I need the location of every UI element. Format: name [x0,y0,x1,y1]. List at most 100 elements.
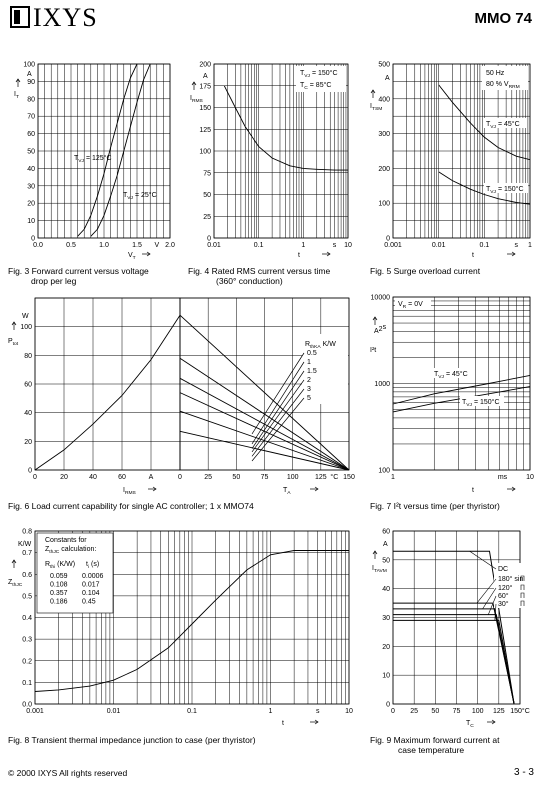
part-number: MMO 74 [474,10,532,27]
fig9-series-0 [393,550,515,705]
fig6-legend-item: 0.5 [307,350,317,357]
fig4-y-tick-label: 125 [199,127,211,134]
fig7-caption: Fig. 7 I²t versus time (per thyristor) [370,501,500,511]
fig3-x-tick-label: 1.5 [132,242,142,249]
fig5-y-tick-label: 300 [378,131,390,138]
fig4-y-tick-label: 200 [199,62,211,69]
fig6-x-tick-label: 25 [204,474,212,481]
fig9-x-tick-label: 50 [431,708,439,715]
fig7-y-unit: A2s [374,324,387,335]
fig9-legend-waveform-icon [520,600,525,606]
fig4-annotation: TC = 85°C [300,81,331,91]
fig9-x-tick-label: 0 [391,708,395,715]
fig6-y-tick-label: 0 [28,468,32,475]
fig9-y-tick-label: 10 [382,673,390,680]
fig9-legend-item: 120° [498,584,513,592]
fig5-series-1-label-bg [484,183,528,193]
fig6-legend-leader [251,352,305,435]
fig8-x-tick-label: s [316,708,320,715]
fig4-x-tick-label: s [333,242,337,249]
fig7-annotation-bg [395,299,431,308]
fig6-legend-item: 2 [307,377,311,384]
fig8-x-tick-label: 1 [269,708,273,715]
fig3-series-1 [90,63,151,237]
fig4-y-tick-label: 150 [199,105,211,112]
fig8-series-0 [34,550,349,692]
fig7-x-tick-label: 10 [526,474,534,481]
fig7-x-arrow [511,486,516,492]
fig3-x-tick-label: 0.5 [66,242,76,249]
fig4-y-tick-label: 0 [207,236,211,243]
fig8-y-tick-label: 0.7 [22,550,32,557]
fig8-table-cell: 0.059 [50,573,68,580]
fig4-annotation: TVJ = 150°C [300,69,338,79]
fig9-series-3 [393,614,515,705]
fig3-caption: Fig. 3 Forward current versus voltage dr… [8,266,149,286]
fig6-x-arrow-right [314,486,319,492]
fig9-y-tick-label: 40 [382,586,390,593]
fig8-caption: Fig. 8 Transient thermal impedance junct… [8,735,256,745]
fig4-y-arrow [191,81,197,86]
fig6-y-unit: W [22,313,29,320]
fig6-x-tick-label: °C [330,473,338,481]
fig8-x-tick-label: 10 [345,708,353,715]
fig5-x-tick-label: 1 [528,242,532,249]
fig4-x-tick-label: 10 [344,242,352,249]
fig9-legend-item: 180° sin [498,575,523,583]
fig8-y-tick-label: 0.4 [22,615,32,622]
fig6-x-tick-label: 125 [315,474,327,481]
fig9-y-arrow [372,550,378,555]
fig9-legend-leader [494,603,497,621]
fig9-legend-leader [476,578,497,604]
fig9-series-4 [393,619,515,705]
fig6-power-curve [34,314,181,471]
fig8-x-tick-label: 0.001 [26,708,44,715]
fig3-y-tick-label: 70 [27,114,35,121]
fig6-caption: Fig. 6 Load current capability for singl… [8,501,254,511]
fig9-y-tick-label: 50 [382,557,390,564]
fig8-table-cell: 0.108 [50,582,68,589]
fig3-plot-frame [37,63,171,239]
fig7-series-1-label: TVJ = 150°C [462,398,500,408]
fig5-series-0 [438,84,531,161]
fig8-table-cell: 0.104 [82,590,100,597]
fig6-y-tick-label: 80 [24,353,32,360]
fig5-series-0-label: TVJ = 45°C [486,120,520,130]
fig6-legend-leader [251,379,305,453]
fig3-x-arrow [146,251,151,257]
fig9-x-tick-label: 100 [472,708,484,715]
fig4-annotation-bg [296,66,346,92]
fig5-series-1-label: TVJ = 150°C [486,185,524,195]
fig9-y-unit: A [383,541,388,548]
ixys-logo: IXYS [10,5,98,31]
fig4-y-unit: A [203,73,208,80]
fig9-y-tick-label: 20 [382,644,390,651]
fig5-y-label: ITSM [370,103,382,112]
fig7-y-tick-label: 1000 [374,381,390,388]
fig6-x-tick-label: 0 [33,474,37,481]
fig3-x-tick-label: V [154,242,159,249]
fig5-y-tick-label: 100 [378,201,390,208]
fig5-x-tick-label: 0.001 [384,242,402,249]
fig6-y-label: Ptot [8,338,19,347]
fig7-y-tick-label: 10000 [371,295,391,302]
fig4-series-0 [223,85,348,171]
fig6-x-tick-label: 60 [118,474,126,481]
fig4-y-label: IRMS [190,95,204,104]
fig6-legend-bg [302,334,348,404]
fig4-x-tick-label: 0.1 [254,242,264,249]
fig6-x-tick-label: 75 [261,474,269,481]
fig9-legend-waveform-icon [520,584,525,590]
fig8-x-arrow [314,719,319,725]
fig5-x-arrow [511,251,516,257]
fig9-legend-item: 30° [498,600,509,608]
fig9-legend-item: 60° [498,592,509,600]
fig6-x-label-right: TA [283,487,291,496]
fig7-series-1-label-bg [460,396,504,406]
fig6-legend-leader [251,397,305,462]
fig5-plot-frame [392,63,531,239]
fig7-y-tick-label: 100 [378,468,390,475]
fig3-y-unit: A [27,71,32,78]
fig9-y-label: ITAVM [372,565,387,574]
